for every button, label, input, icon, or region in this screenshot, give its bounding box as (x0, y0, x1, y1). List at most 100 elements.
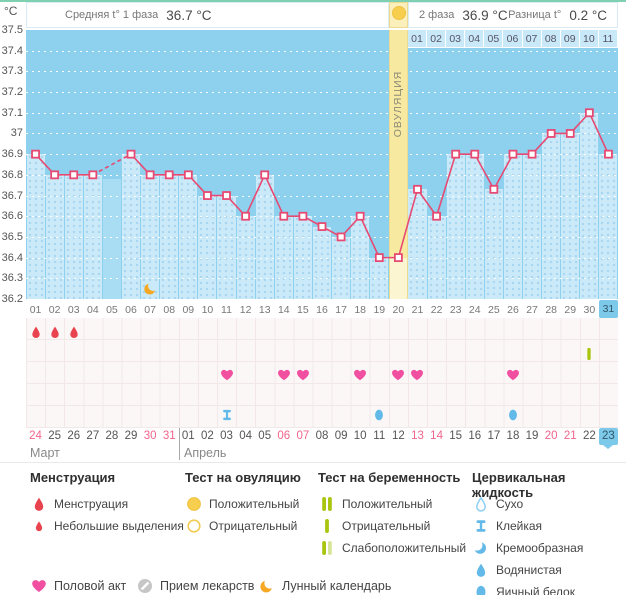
day-cell-29[interactable]: 29 (564, 304, 577, 316)
gridline-36.3 (26, 278, 618, 280)
ovulation-positive-icon (391, 5, 407, 26)
phase1-summary: Средняя t° 1 фаза 36.7 °C (26, 2, 389, 28)
temp-marker-day-08 (164, 170, 174, 180)
date-cell-05[interactable]: 05 (258, 430, 272, 442)
phase1-label: Средняя t° 1 фаза (65, 9, 159, 21)
day-cell-23[interactable]: 23 (449, 304, 462, 316)
day-cell-05[interactable]: 05 (106, 304, 118, 316)
day-cell-25[interactable]: 25 (488, 304, 500, 316)
date-cell-14[interactable]: 14 (430, 430, 443, 442)
temp-marker-day-04 (88, 170, 98, 180)
day-cell-03[interactable]: 03 (67, 304, 80, 316)
day-cell-01[interactable]: 01 (29, 304, 42, 316)
y-tick-36.3: 36.3 (1, 272, 23, 285)
date-cell-15[interactable]: 15 (449, 430, 463, 442)
day-cell-31[interactable]: 31 (598, 300, 618, 318)
day-cell-08[interactable]: 08 (163, 304, 176, 316)
temp-marker-day-01 (31, 149, 40, 159)
date-cell-27[interactable]: 27 (86, 430, 100, 442)
day-cell-21[interactable]: 21 (411, 304, 424, 316)
date-cell-21[interactable]: 21 (563, 430, 577, 442)
y-tick-37.1: 37.1 (1, 106, 23, 119)
date-cell-02[interactable]: 02 (201, 430, 214, 442)
y-tick-36.6: 36.6 (1, 210, 23, 223)
day-cell-15[interactable]: 15 (297, 304, 309, 316)
diff-label: Разница t° (508, 9, 562, 21)
date-cell-11[interactable]: 11 (373, 430, 386, 442)
temp-bar-day-30 (580, 112, 599, 299)
date-cell-16[interactable]: 16 (468, 430, 482, 442)
day-cell-07[interactable]: 07 (144, 304, 156, 316)
phase2-day-cell-07: 07 (522, 30, 542, 48)
heart-icon (30, 578, 47, 594)
day-cell-30[interactable]: 30 (583, 304, 596, 316)
date-cell-06[interactable]: 06 (277, 430, 291, 442)
day-cell-27[interactable]: 27 (526, 304, 538, 316)
temp-marker-day-13 (260, 170, 270, 180)
date-cell-24[interactable]: 24 (29, 430, 42, 442)
legend-section-title: Менструация (30, 470, 116, 485)
day-cell-28[interactable]: 28 (545, 304, 557, 316)
legend-footer-item: Лунный календарь (258, 578, 391, 594)
date-cell-29[interactable]: 29 (124, 430, 138, 442)
intercourse-icon (296, 368, 310, 387)
date-cell-20[interactable]: 20 (544, 430, 558, 442)
day-cell-20[interactable]: 20 (392, 304, 405, 316)
day-cell-10[interactable]: 10 (201, 304, 214, 316)
date-cell-13[interactable]: 13 (411, 430, 424, 442)
phase2-day-cell-09: 09 (560, 30, 580, 48)
date-cell-28[interactable]: 28 (105, 430, 119, 442)
date-cell-03[interactable]: 03 (220, 430, 233, 442)
events-grid[interactable] (26, 318, 618, 428)
day-cell-17[interactable]: 17 (335, 304, 347, 316)
date-cell-19[interactable]: 19 (525, 430, 539, 442)
day-cell-14[interactable]: 14 (277, 304, 290, 316)
legend-footer-label: Прием лекарств (160, 579, 255, 593)
day-cell-04[interactable]: 04 (86, 304, 99, 316)
date-cell-30[interactable]: 30 (143, 430, 157, 442)
temp-marker-day-22 (432, 211, 441, 221)
date-cell-09[interactable]: 09 (334, 430, 348, 442)
egg-icon (472, 584, 489, 595)
date-cell-01[interactable]: 01 (181, 430, 195, 442)
legend-item: Менструация (30, 493, 184, 515)
date-cell-10[interactable]: 10 (353, 430, 367, 442)
day-cell-02[interactable]: 02 (48, 304, 61, 316)
day-cell-16[interactable]: 16 (316, 304, 328, 316)
pregnancy-test-negative-icon (582, 347, 596, 366)
today-notch (603, 445, 614, 449)
sticky-icon (472, 518, 489, 534)
temp-marker-day-20 (393, 253, 403, 263)
day-cell-26[interactable]: 26 (507, 304, 519, 316)
date-cell-08[interactable]: 08 (315, 430, 329, 442)
day-cell-09[interactable]: 09 (182, 304, 195, 316)
date-cell-18[interactable]: 18 (506, 430, 520, 442)
day-cell-13[interactable]: 13 (258, 304, 271, 316)
y-tick-37: 37 (10, 127, 23, 140)
day-cell-12[interactable]: 12 (239, 304, 252, 316)
day-cell-06[interactable]: 06 (125, 304, 137, 316)
legend-section-1: Тест на овуляцию Положительный Отрицательн… (185, 470, 301, 537)
date-cell-25[interactable]: 25 (48, 430, 62, 442)
date-cell-23[interactable]: 23 (598, 428, 618, 445)
day-cell-18[interactable]: 18 (354, 304, 367, 316)
temperature-chart[interactable]: ОВУЛЯЦИЯ 01 02 03 04 05 06 07 08 09 10 11 (26, 30, 618, 299)
temp-bar-day-16 (312, 226, 332, 299)
date-cell-17[interactable]: 17 (487, 430, 501, 442)
date-cell-07[interactable]: 07 (296, 430, 310, 442)
cervical-egg-white-icon (372, 408, 386, 427)
day-cell-19[interactable]: 19 (373, 304, 386, 316)
date-cell-22[interactable]: 22 (582, 430, 596, 442)
date-cell-12[interactable]: 12 (391, 430, 405, 442)
day-cell-11[interactable]: 11 (221, 304, 232, 316)
temp-marker-day-29 (565, 129, 575, 138)
legend-separator (0, 462, 626, 463)
temp-bar-day-31 (599, 154, 618, 299)
day-cell-24[interactable]: 24 (468, 304, 481, 316)
date-cell-04[interactable]: 04 (239, 430, 252, 442)
day-cell-22[interactable]: 22 (430, 304, 443, 316)
y-tick-36.2: 36.2 (1, 293, 23, 305)
date-cell-26[interactable]: 26 (67, 430, 81, 442)
date-cell-31[interactable]: 31 (162, 430, 176, 442)
